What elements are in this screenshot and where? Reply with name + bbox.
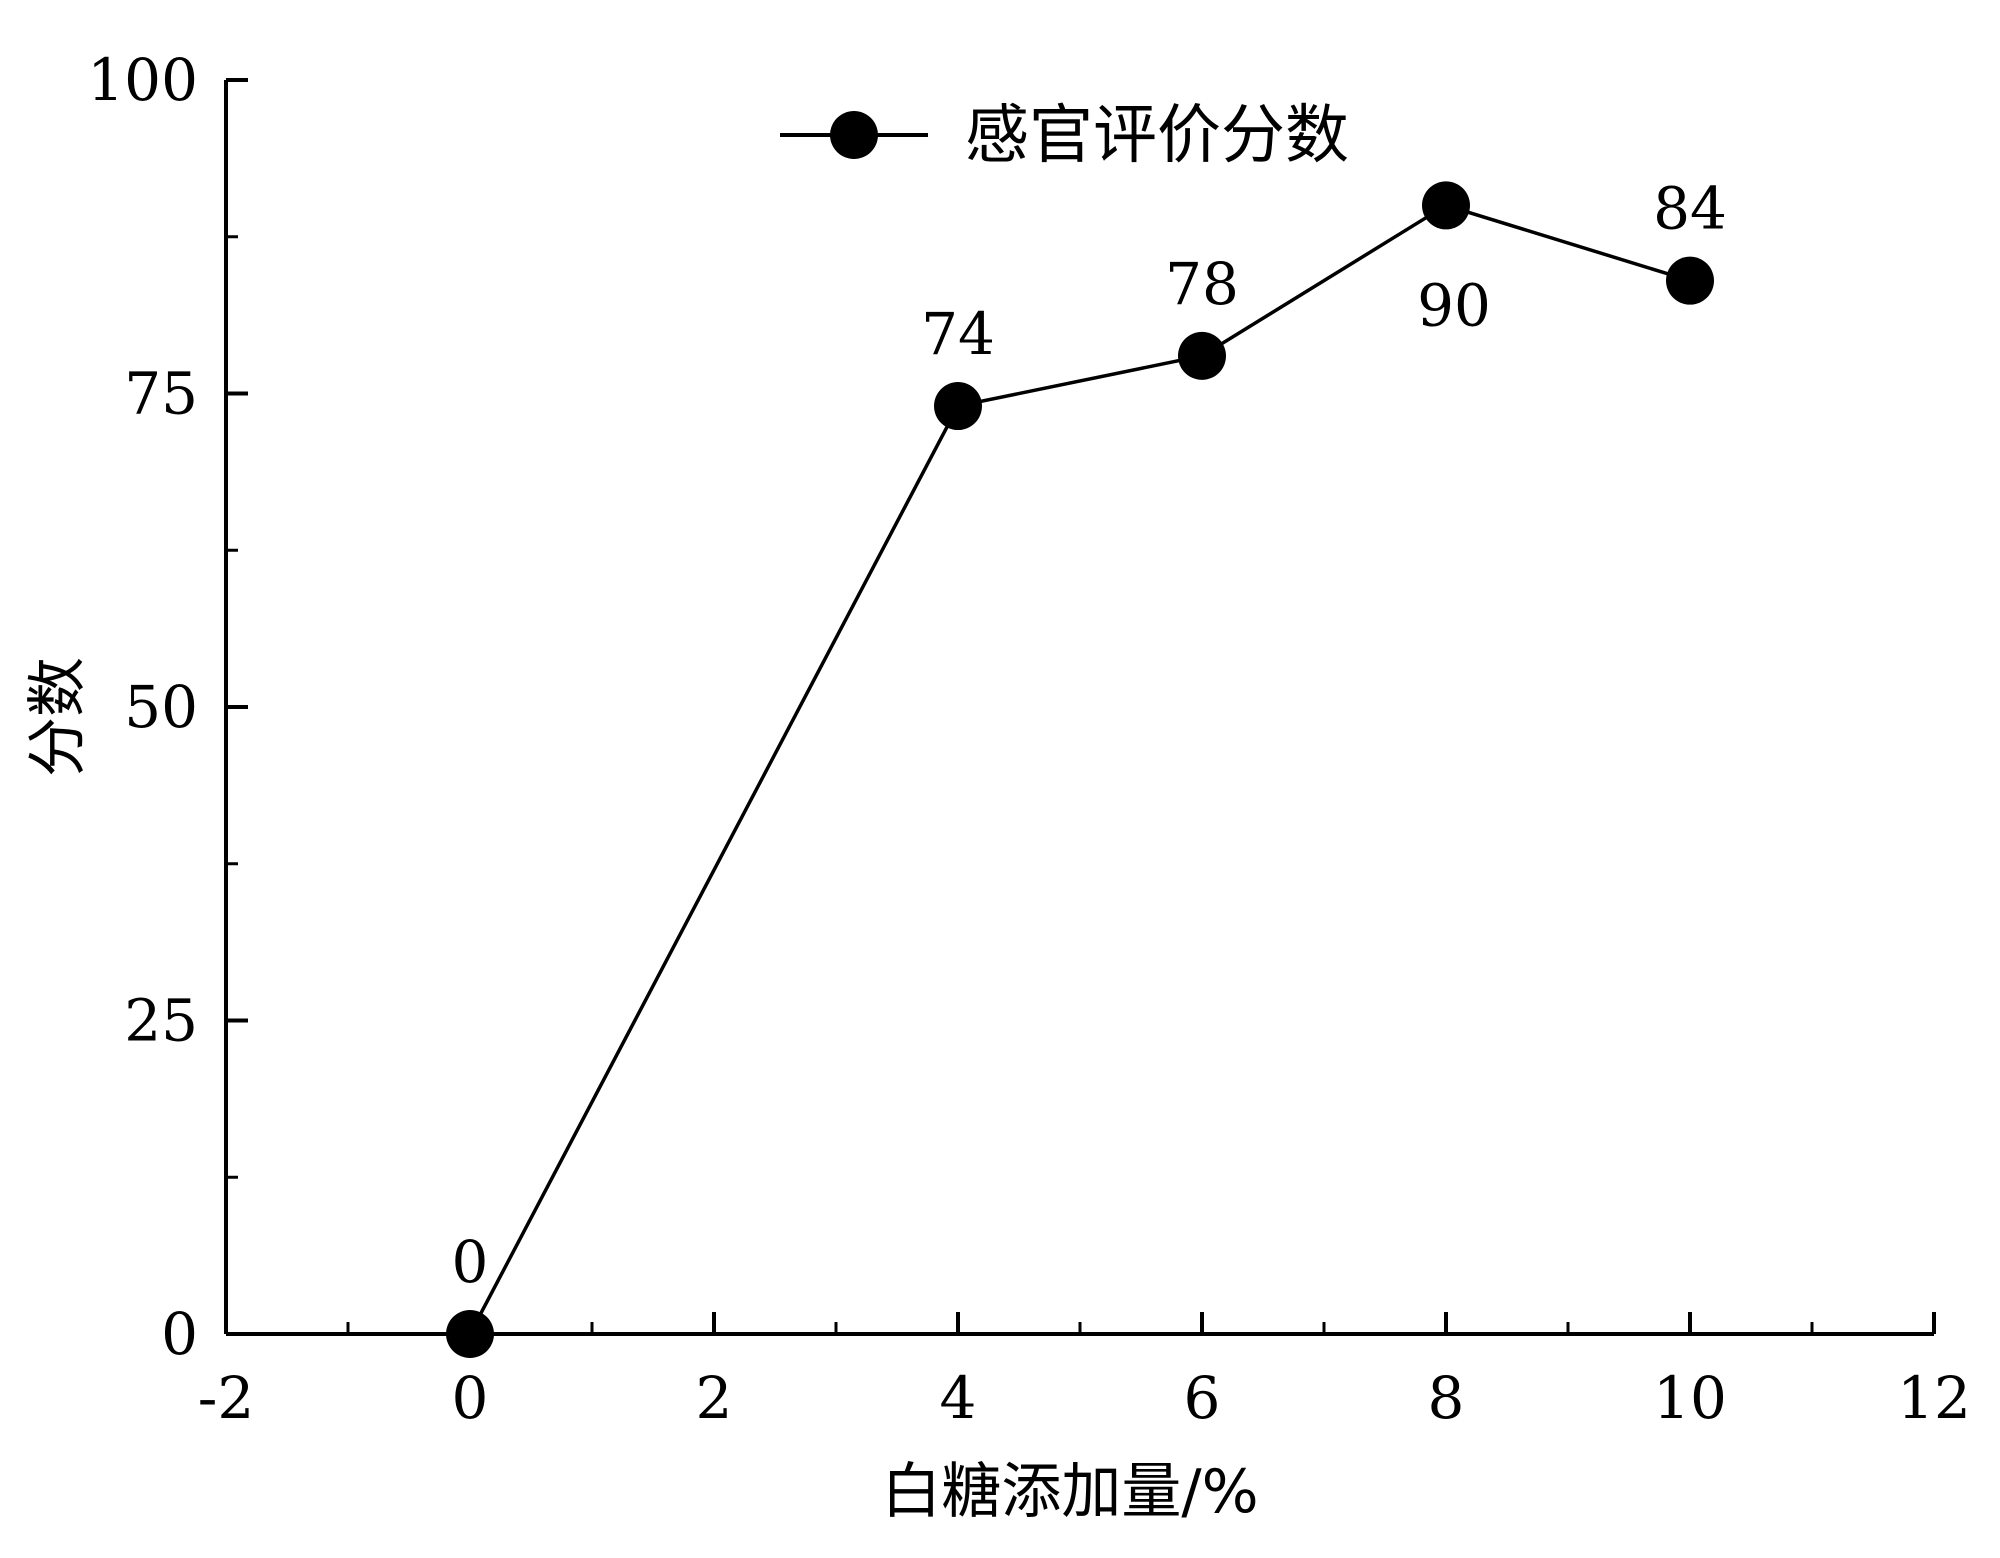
data-label: 0 — [452, 1228, 489, 1296]
data-point — [1178, 331, 1226, 380]
x-ticks: -2 0 2 4 6 8 10 12 — [198, 1312, 1971, 1432]
y-tick-label: 0 — [161, 1300, 198, 1368]
y-ticks: 0 25 50 75 100 — [87, 46, 248, 1368]
data-point — [1666, 256, 1714, 305]
series-line — [468, 203, 1691, 1335]
plot-area: 0 74 78 90 84 — [446, 175, 1727, 1358]
data-point — [446, 1310, 494, 1358]
data-point — [1422, 181, 1470, 230]
legend-label: 感官评价分数 — [965, 99, 1349, 173]
x-tick-label: 8 — [1428, 1364, 1465, 1432]
x-tick-label: 10 — [1653, 1364, 1727, 1432]
x-tick-label: 12 — [1897, 1364, 1971, 1432]
y-tick-label: 75 — [124, 360, 198, 428]
x-tick-label: 0 — [452, 1364, 489, 1432]
data-label: 84 — [1653, 175, 1727, 243]
data-point — [934, 382, 982, 431]
legend: 感官评价分数 — [780, 99, 1349, 173]
legend-marker-icon — [830, 111, 878, 159]
data-label: 78 — [1165, 250, 1239, 318]
data-label: 74 — [921, 300, 995, 368]
y-tick-label: 100 — [87, 46, 198, 114]
y-tick-label: 50 — [124, 673, 198, 741]
x-tick-label: 2 — [696, 1364, 733, 1432]
x-axis-title: 白糖添加量/% — [881, 1457, 1258, 1527]
x-tick-label: -2 — [198, 1364, 255, 1432]
y-tick-label: 25 — [124, 987, 198, 1055]
data-label: 90 — [1417, 271, 1491, 339]
x-tick-label: 6 — [1184, 1364, 1221, 1432]
y-axis-title: 分数 — [23, 657, 93, 777]
x-tick-label: 4 — [940, 1364, 977, 1432]
